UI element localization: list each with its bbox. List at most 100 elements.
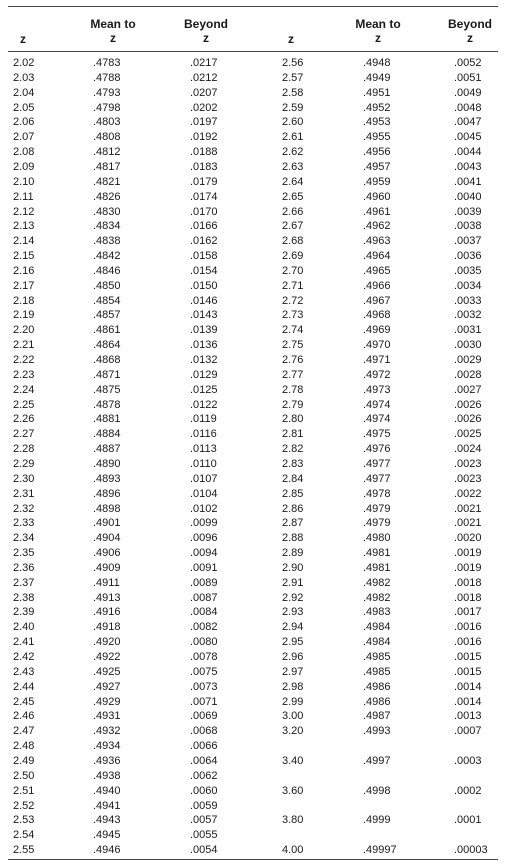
beyond-z-value: .0024 xyxy=(454,443,482,456)
z-value: 2.74 xyxy=(282,324,304,337)
mean-to-z-value: .4904 xyxy=(93,532,121,545)
mean-to-z-value: .4788 xyxy=(93,71,121,84)
beyond-z-value: .0132 xyxy=(190,354,218,366)
mean-to-z-value: .4980 xyxy=(363,532,391,545)
mean-to-z-value: .4977 xyxy=(363,457,391,470)
beyond-z-value: .0021 xyxy=(454,502,482,515)
z-value: 2.25 xyxy=(13,398,35,411)
z-value: 2.54 xyxy=(13,829,35,842)
beyond-z-value: .0017 xyxy=(454,606,482,619)
z-value: 2.48 xyxy=(13,740,35,753)
z-value: 2.35 xyxy=(13,547,35,559)
z-value: 2.45 xyxy=(13,695,35,708)
header-beyond-1: Beyond z xyxy=(183,17,228,45)
beyond-z-value: .0166 xyxy=(190,220,218,233)
mean-to-z-value: .4948 xyxy=(363,57,391,69)
beyond-z-value: .0023 xyxy=(454,457,482,470)
beyond-z-value: .0146 xyxy=(190,294,218,307)
z-value: 2.61 xyxy=(282,131,304,144)
z-value: 2.50 xyxy=(13,769,35,782)
mean-to-z-value: .4987 xyxy=(363,710,391,723)
z-value: 2.99 xyxy=(282,695,304,708)
z-value: 2.16 xyxy=(13,264,35,277)
beyond-z-value: .00003 xyxy=(454,844,488,856)
mean-to-z-value: .4978 xyxy=(363,487,391,500)
beyond-z-value: .0026 xyxy=(454,398,482,411)
beyond-z-value: .0060 xyxy=(190,784,218,797)
mean-to-z-value: .4878 xyxy=(93,398,121,411)
mean-to-z-value: .4999 xyxy=(363,814,391,827)
mean-to-z-value: .4998 xyxy=(363,784,391,797)
beyond-z-value: .0066 xyxy=(190,740,218,753)
beyond-z-value: .0170 xyxy=(190,205,218,218)
mean-to-z-value: .4783 xyxy=(93,57,121,69)
beyond-z-value: .0016 xyxy=(454,636,482,649)
beyond-z-value: .0059 xyxy=(190,799,218,812)
beyond-z-value: .0057 xyxy=(190,814,218,827)
z-value: 2.66 xyxy=(282,205,304,218)
z-value: 2.13 xyxy=(13,220,35,233)
mean-to-z-value: .4971 xyxy=(363,354,391,366)
z-value: 2.83 xyxy=(282,457,304,470)
mean-to-z-value: .4890 xyxy=(93,457,121,470)
z-value: 2.28 xyxy=(13,443,35,456)
mean-to-z-value: .4943 xyxy=(93,814,121,827)
z-value: 2.71 xyxy=(282,279,304,292)
z-value: 2.91 xyxy=(282,576,304,589)
mean-to-z-value: .4911 xyxy=(93,576,120,589)
beyond-z-value: .0055 xyxy=(190,829,218,842)
mean-to-z-value: .4830 xyxy=(93,205,121,218)
mean-to-z-value: .4881 xyxy=(93,413,121,426)
beyond-z-value: .0071 xyxy=(190,695,218,708)
z-value: 2.05 xyxy=(13,101,35,114)
beyond-z-value: .0029 xyxy=(454,354,482,366)
mean-to-z-value: .4854 xyxy=(93,294,121,307)
beyond-z-value: .0031 xyxy=(454,324,482,337)
z-value: 2.97 xyxy=(282,665,304,678)
beyond-z-value: .0207 xyxy=(190,86,218,99)
z-value: 2.84 xyxy=(282,472,304,485)
z-value: 2.68 xyxy=(282,235,304,248)
mean-to-z-value: .4986 xyxy=(363,680,391,693)
beyond-z-value: .0089 xyxy=(190,576,218,589)
z-value: 2.82 xyxy=(282,443,304,456)
mean-to-z-value: .4887 xyxy=(93,443,121,456)
beyond-z-value: .0047 xyxy=(454,116,482,129)
mean-to-z-value: .4812 xyxy=(93,146,121,159)
mean-to-z-value: .4826 xyxy=(93,190,121,203)
beyond-z-value: .0049 xyxy=(454,86,482,99)
mean-to-z-value: .4864 xyxy=(93,339,121,352)
z-value: 2.86 xyxy=(282,502,304,515)
z-value: 2.46 xyxy=(13,710,35,723)
beyond-z-value: .0015 xyxy=(454,665,482,678)
beyond-z-value: .0143 xyxy=(190,309,218,322)
beyond-z-value: .0043 xyxy=(454,160,482,173)
z-value: 3.80 xyxy=(282,814,304,827)
mean-to-z-value: .4960 xyxy=(363,190,391,203)
mean-to-z-value: .4861 xyxy=(93,324,121,337)
beyond-z-value: .0003 xyxy=(454,754,482,767)
mean-to-z-value: .4920 xyxy=(93,636,121,649)
mean-to-z-value: .4927 xyxy=(93,680,121,693)
z-value: 2.57 xyxy=(282,71,304,84)
z-value: 2.88 xyxy=(282,532,304,545)
z-value: 2.10 xyxy=(13,175,35,188)
z-value: 2.06 xyxy=(13,116,35,129)
z-value: 2.76 xyxy=(282,354,304,366)
beyond-z-value: .0044 xyxy=(454,146,482,159)
beyond-z-value: .0068 xyxy=(190,725,218,738)
mean-to-z-value: .4974 xyxy=(363,413,391,426)
beyond-z-value: .0033 xyxy=(454,294,482,307)
mean-to-z-value: .4964 xyxy=(363,250,391,262)
z-value: 2.26 xyxy=(13,413,35,426)
header-mean-to-2: Mean to z xyxy=(355,17,401,45)
beyond-z-value: .0192 xyxy=(190,131,218,144)
mean-to-z-value: .4946 xyxy=(93,844,121,856)
z-value: 2.56 xyxy=(282,57,304,69)
header-beyond-2: Beyond z xyxy=(447,17,492,45)
z-value: 2.78 xyxy=(282,383,304,396)
beyond-z-value: .0091 xyxy=(190,561,218,574)
z-value: 2.51 xyxy=(13,784,35,797)
z-value: 4.00 xyxy=(282,844,304,856)
mean-to-z-value: .4981 xyxy=(363,561,391,574)
